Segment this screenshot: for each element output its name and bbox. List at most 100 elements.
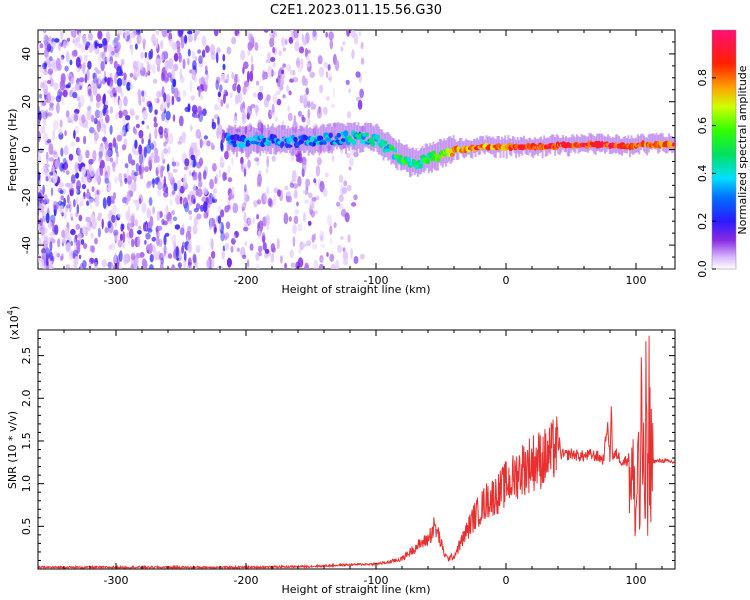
heatmap-noise-cell: [148, 197, 153, 206]
heatmap-noise-cell: [304, 262, 309, 269]
heatmap-noise-cell: [313, 178, 317, 184]
heatmap-noise-cell: [265, 167, 269, 174]
heatmap-noise-cell: [46, 57, 51, 66]
heatmap-noise-cell: [188, 170, 192, 177]
heatmap-noise-cell: [183, 250, 187, 263]
heatmap-noise-cell: [45, 198, 50, 205]
heatmap-noise-cell: [250, 104, 256, 109]
heatmap-noise-cell: [342, 250, 348, 262]
heatmap-noise-cell: [241, 202, 247, 210]
heatmap-noise-cell: [125, 115, 131, 121]
heatmap-noise-cell: [135, 199, 140, 212]
heatmap-noise-cell: [65, 264, 71, 269]
heatmap-noise-cell: [322, 188, 328, 197]
heatmap-noise-cell: [57, 238, 61, 248]
heatmap-noise-cell: [156, 64, 161, 73]
heatmap-noise-cell: [350, 202, 357, 207]
heatmap-noise-cell: [243, 163, 248, 170]
heatmap-signal-halo: [279, 125, 282, 154]
heatmap-noise-cell: [272, 62, 276, 68]
heatmap-noise-cell: [160, 71, 165, 82]
heatmap-noise-cell: [92, 150, 97, 162]
colorbar-tick-label: 0.2: [696, 212, 709, 230]
heatmap-noise-cell: [43, 60, 48, 70]
heatmap-noise-cell: [89, 219, 92, 228]
heatmap-noise-cell: [163, 214, 167, 220]
heatmap-noise-cell: [231, 186, 235, 196]
heatmap-noise-cell: [160, 40, 164, 50]
heatmap-noise-cell: [297, 257, 304, 268]
heatmap-noise-cell: [285, 191, 292, 197]
heatmap-noise-cell: [135, 162, 140, 172]
heatmap-noise-cell: [299, 94, 304, 104]
heatmap-signal-cell: [340, 131, 344, 136]
snr-y-multiplier-base: (x10: [8, 315, 21, 340]
heatmap-noise-cell: [60, 56, 64, 64]
heatmap-noise-cell: [134, 219, 139, 227]
heatmap-signal-cell: [248, 137, 254, 142]
heatmap-noise-cell: [134, 66, 140, 78]
heatmap-noise-cell: [200, 76, 205, 85]
heatmap-noise-cell: [168, 58, 174, 70]
heatmap-noise-cell: [62, 238, 67, 244]
heatmap-noise-cell: [228, 152, 231, 158]
heatmap-noise-cell: [106, 149, 112, 158]
heatmap-noise-cell: [149, 254, 154, 263]
heatmap-noise-cell: [342, 259, 349, 266]
snr-x-axis: -300 -200 -100 0 100: [37, 330, 663, 587]
heatmap-noise-cell: [222, 93, 226, 104]
heatmap-noise-cell: [292, 76, 299, 83]
heatmap-noise-cell: [117, 30, 123, 36]
heatmap-noise-cell: [306, 55, 310, 61]
heatmap-noise-cell: [43, 70, 49, 76]
heatmap-noise-cell: [134, 128, 138, 135]
heatmap-noise-cell: [38, 205, 40, 218]
heatmap-noise-cell: [167, 72, 172, 78]
heatmap-noise-cell: [297, 110, 302, 117]
heatmap-signal-cell: [286, 144, 293, 148]
heatmap-noise-cell: [75, 42, 80, 49]
heatmap-noise-cell: [96, 189, 101, 195]
heatmap-noise-cell: [333, 222, 337, 229]
heatmap-noise-cell: [49, 56, 53, 62]
heatmap-noise-cell: [202, 170, 207, 180]
heatmap-noise-cell: [198, 55, 203, 65]
heatmap-noise-cell: [135, 123, 140, 129]
heatmap-noise-cell: [145, 144, 152, 154]
heatmap-signal-cell: [336, 133, 342, 138]
heatmap-noise-cell: [167, 253, 173, 259]
heatmap-signal-halo: [552, 134, 555, 150]
heatmap-signal-halo: [377, 126, 380, 155]
heatmap-noise-cell: [298, 245, 302, 254]
heatmap-noise-cell: [39, 43, 44, 49]
heatmap-noise-cell: [319, 84, 324, 94]
y-tick-label: 40: [20, 47, 33, 61]
heatmap-noise-cell: [94, 237, 98, 245]
heatmap-signal-halo: [501, 136, 504, 152]
heatmap-noise-cell: [344, 212, 350, 223]
heatmap-noise-cell: [66, 73, 73, 78]
heatmap-noise-cell: [129, 83, 134, 90]
heatmap-noise-cell: [197, 181, 203, 188]
heatmap-noise-cell: [52, 165, 55, 174]
heatmap-noise-cell: [158, 252, 164, 261]
heatmap-noise-cell: [138, 144, 143, 155]
heatmap-signal-halo: [575, 134, 578, 149]
x-tick-label: 0: [503, 574, 510, 587]
heatmap-noise-cell: [43, 30, 46, 42]
heatmap-noise-cell: [335, 259, 340, 269]
heatmap-noise-cell: [88, 32, 93, 41]
heatmap-noise-cell: [171, 264, 176, 269]
heatmap-signal-halo: [458, 138, 461, 153]
heatmap-noise-cell: [201, 196, 207, 202]
heatmap-noise-cell: [102, 197, 107, 210]
heatmap-noise-cell: [178, 30, 184, 37]
heatmap-noise-cell: [157, 225, 163, 231]
heatmap-noise-cell: [94, 109, 101, 119]
snr-frame: [37, 329, 676, 570]
heatmap-noise-cell: [137, 236, 141, 248]
heatmap-noise-cell: [326, 252, 329, 257]
heatmap-noise-cell: [39, 258, 45, 269]
heatmap-signal-halo: [571, 134, 574, 151]
